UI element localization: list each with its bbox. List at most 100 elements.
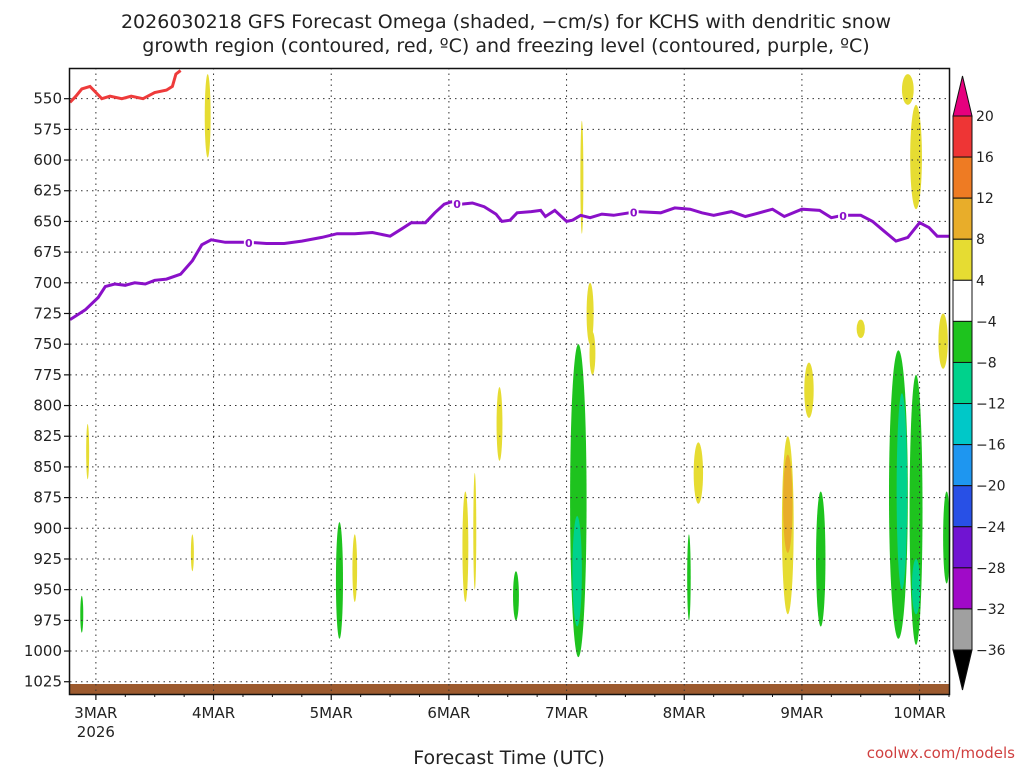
omega-region	[352, 534, 358, 602]
omega-region	[204, 74, 211, 158]
omega-region	[473, 473, 477, 590]
freezing-level-labels: 0 0 0 0	[243, 196, 849, 250]
omega-region	[816, 491, 826, 627]
omega-region	[572, 516, 582, 627]
y-tick-label: 1025	[24, 673, 62, 691]
omega-region	[938, 313, 948, 369]
colorbar-top-arrow	[952, 75, 973, 117]
colorbar-segment	[952, 485, 973, 528]
colorbar-label: −8	[976, 355, 997, 371]
colorbar-label: −28	[976, 561, 1006, 577]
omega-region	[462, 491, 469, 602]
x-tick-label: 3MAR	[74, 704, 117, 722]
colorbar-label: −24	[976, 520, 1006, 536]
y-tick-label: 975	[33, 611, 62, 629]
y-tick-label: 800	[33, 397, 62, 415]
colorbar-label: −36	[976, 643, 1006, 659]
credit-text: coolwx.com/models	[867, 744, 1015, 762]
omega-region	[804, 362, 814, 418]
colorbar-segment	[952, 567, 973, 610]
y-tick-label: 850	[33, 458, 62, 476]
y-tick-label: 750	[33, 335, 62, 353]
omega-shading	[80, 74, 951, 658]
omega-region	[693, 442, 704, 504]
freezing-level-line	[69, 200, 949, 321]
y-tick-label: 575	[33, 120, 62, 138]
colorbar-label: −16	[976, 438, 1006, 454]
x-tick-sublabel: 2026	[77, 723, 115, 741]
y-tick-label: 625	[33, 182, 62, 200]
colorbar-label: −12	[976, 397, 1006, 413]
colorbar-label: −4	[976, 314, 997, 330]
colorbar-segment	[952, 444, 973, 487]
colorbar-segment	[952, 361, 973, 405]
x-tick-label: 6MAR	[427, 704, 470, 722]
chart-title-line1: 2026030218 GFS Forecast Omega (shaded, −…	[121, 11, 891, 33]
colorbar-label: 12	[976, 191, 994, 207]
y-tick-label: 875	[33, 489, 62, 507]
chart-title-line2: growth region (contoured, red, ºC) and f…	[142, 35, 869, 57]
colorbar-segment	[952, 526, 973, 569]
plot-frame	[68, 67, 951, 696]
omega-region	[513, 571, 519, 621]
colorbar-label: 20	[976, 109, 994, 125]
dgz-contour-line	[68, 69, 182, 104]
y-tick-label: 675	[33, 243, 62, 261]
x-axis-label: Forecast Time (UTC)	[413, 747, 604, 768]
omega-region	[901, 74, 914, 105]
y-tick-label: 725	[33, 304, 62, 322]
y-tick-label: 925	[33, 550, 62, 568]
colorbar-label: 8	[976, 232, 985, 248]
omega-region	[86, 423, 90, 480]
omega-region	[589, 331, 596, 375]
colorbar-bottom-arrow	[952, 649, 973, 691]
grid-lines	[70, 68, 949, 694]
y-tick-label: 700	[33, 274, 62, 292]
colorbar-segment	[952, 156, 973, 199]
y-tick-label: 900	[33, 519, 62, 537]
freezing-level-label-bg	[243, 235, 254, 249]
plot-area: 0 0 0 0	[68, 67, 951, 696]
x-tick-label: 10MAR	[893, 704, 946, 722]
omega-region	[911, 558, 921, 615]
colorbar-segment	[952, 320, 973, 363]
omega-region	[580, 120, 584, 234]
x-tick-label: 7MAR	[545, 704, 588, 722]
x-tick-label: 5MAR	[310, 704, 353, 722]
y-tick-label: 600	[33, 151, 62, 169]
colorbar-segment	[952, 197, 973, 240]
omega-region	[586, 282, 594, 345]
y-tick-label: 825	[33, 427, 62, 445]
freezing-level-label: 0	[245, 237, 253, 250]
colorbar-label: 16	[976, 150, 994, 166]
omega-region	[496, 387, 503, 461]
freezing-level-label-bg	[452, 196, 463, 210]
omega-region	[896, 393, 908, 590]
colorbar-segment	[952, 279, 973, 322]
y-tick-label: 550	[33, 90, 62, 108]
colorbar-segment	[952, 238, 973, 281]
y-axis: 550 575 600 625 650 675 700 725 750 775 800 825 850 8…	[24, 90, 70, 691]
freezing-level-label: 0	[630, 207, 638, 220]
terrain-strip	[70, 684, 949, 694]
omega-region	[910, 104, 922, 210]
y-tick-label: 1000	[24, 642, 62, 660]
colorbar-segment	[952, 115, 973, 158]
omega-region	[335, 522, 343, 639]
y-tick-label: 650	[33, 212, 62, 230]
x-tick-label: 8MAR	[663, 704, 706, 722]
omega-region	[190, 534, 194, 572]
y-tick-label: 775	[33, 366, 62, 384]
omega-region	[80, 595, 84, 633]
colorbar-segment	[952, 608, 973, 651]
colorbar-segment	[952, 403, 973, 446]
x-tick-label: 9MAR	[780, 704, 823, 722]
omega-region	[783, 454, 793, 553]
omega-region	[943, 491, 951, 584]
omega-region	[856, 319, 865, 339]
freezing-level-label-bg	[628, 205, 639, 219]
freezing-level-label: 0	[839, 210, 847, 223]
omega-colorbar: 20 16 12 8 4 −4 −8 −12 −16 −20 −24 −28 −32 −36	[952, 75, 1006, 691]
